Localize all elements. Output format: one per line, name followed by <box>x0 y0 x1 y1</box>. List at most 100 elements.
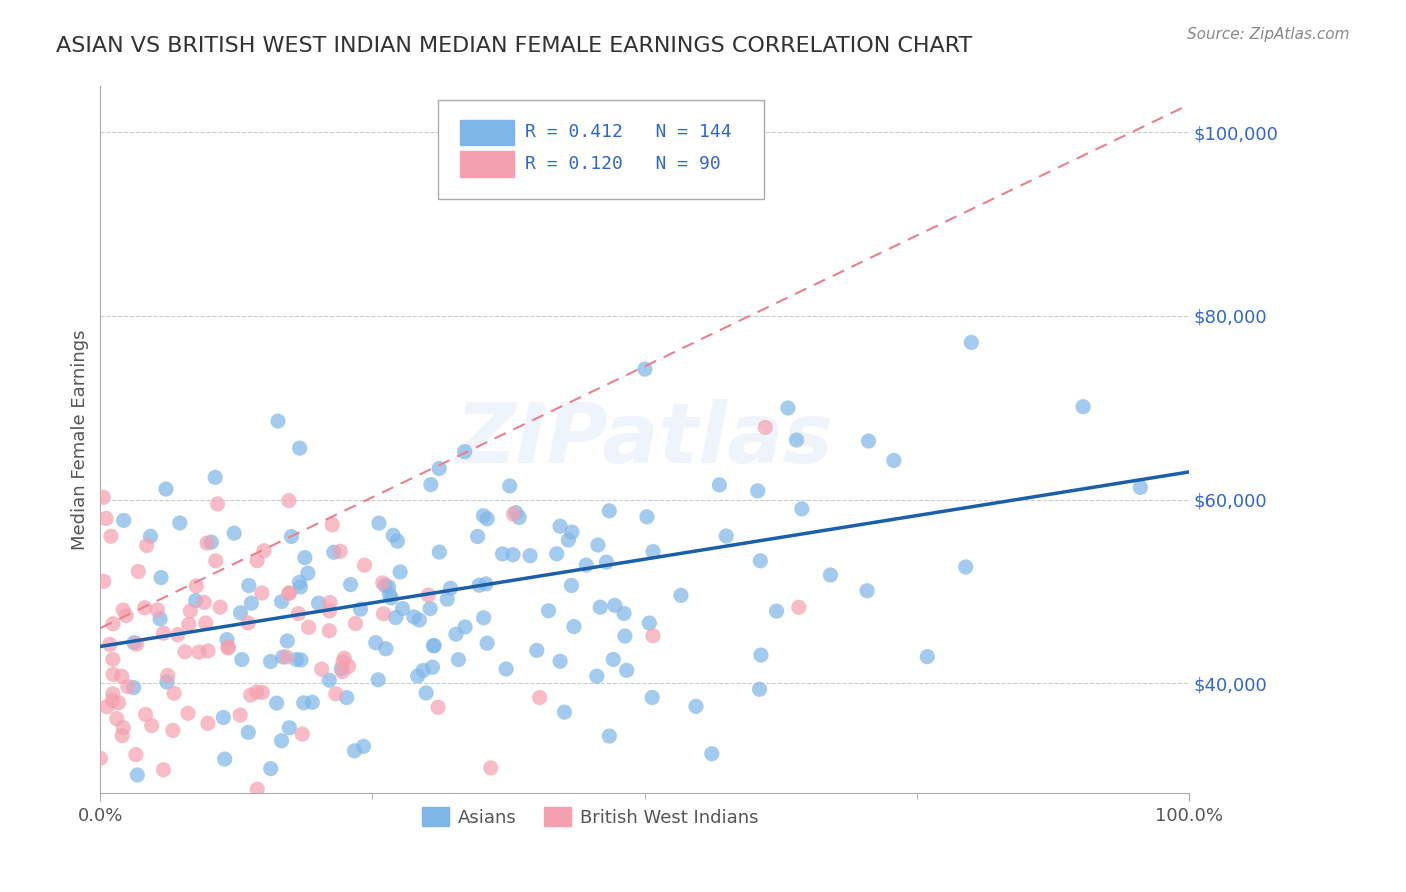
British West Indians <box>195 536 218 550</box>
Asians <box>224 526 246 541</box>
British West Indians <box>96 699 118 714</box>
Asians <box>491 547 513 561</box>
British West Indians <box>529 690 551 705</box>
Asians <box>367 673 389 687</box>
British West Indians <box>179 604 201 618</box>
Asians <box>548 519 571 533</box>
British West Indians <box>125 637 148 651</box>
Asians <box>749 554 772 568</box>
Asians <box>589 600 612 615</box>
Asians <box>453 444 475 458</box>
Asians <box>427 461 450 475</box>
Asians <box>200 535 222 549</box>
Asians <box>122 681 145 695</box>
Asians <box>602 652 624 666</box>
Asians <box>382 528 405 542</box>
Asians <box>278 721 301 735</box>
British West Indians <box>156 668 179 682</box>
Asians <box>641 544 664 558</box>
Asians <box>749 648 772 662</box>
British West Indians <box>344 616 367 631</box>
British West Indians <box>318 604 340 618</box>
Asians <box>280 529 302 543</box>
Asians <box>231 652 253 666</box>
British West Indians <box>250 586 273 600</box>
Asians <box>955 560 977 574</box>
Asians <box>716 529 738 543</box>
British West Indians <box>98 637 121 651</box>
British West Indians <box>125 747 148 762</box>
Asians <box>184 593 207 607</box>
Asians <box>204 470 226 484</box>
British West Indians <box>105 712 128 726</box>
Asians <box>377 580 399 594</box>
Text: R = 0.412   N = 144: R = 0.412 N = 144 <box>524 123 731 141</box>
British West Indians <box>93 574 115 589</box>
British West Indians <box>332 655 354 669</box>
British West Indians <box>277 493 299 508</box>
British West Indians <box>112 603 135 617</box>
Asians <box>960 335 983 350</box>
British West Indians <box>246 554 269 568</box>
Asians <box>616 663 638 677</box>
British West Indians <box>101 687 124 701</box>
Asians <box>294 550 316 565</box>
British West Indians <box>291 727 314 741</box>
Asians <box>214 752 236 766</box>
Asians <box>548 654 571 668</box>
British West Indians <box>276 650 298 665</box>
British West Indians <box>197 644 219 658</box>
British West Indians <box>236 615 259 630</box>
Asians <box>669 588 692 602</box>
Asians <box>505 506 527 520</box>
Asians <box>519 549 541 563</box>
Bar <box>460 152 515 177</box>
Asians <box>560 578 582 592</box>
British West Indians <box>252 685 274 699</box>
British West Indians <box>100 529 122 543</box>
British West Indians <box>94 511 117 525</box>
Asians <box>290 653 312 667</box>
Asians <box>598 729 620 743</box>
Asians <box>408 613 430 627</box>
British West Indians <box>111 729 134 743</box>
Asians <box>436 592 458 607</box>
Asians <box>149 612 172 626</box>
Asians <box>747 483 769 498</box>
Asians <box>1071 400 1094 414</box>
British West Indians <box>217 640 239 655</box>
Asians <box>308 596 330 610</box>
Asians <box>415 686 437 700</box>
British West Indians <box>107 696 129 710</box>
Asians <box>561 525 583 540</box>
Asians <box>856 583 879 598</box>
British West Indians <box>329 544 352 558</box>
Text: ASIAN VS BRITISH WEST INDIAN MEDIAN FEMALE EARNINGS CORRELATION CHART: ASIAN VS BRITISH WEST INDIAN MEDIAN FEMA… <box>56 36 973 55</box>
British West Indians <box>194 615 217 630</box>
British West Indians <box>337 659 360 673</box>
Asians <box>387 534 409 549</box>
Asians <box>634 362 657 376</box>
British West Indians <box>89 751 111 765</box>
Asians <box>240 596 263 610</box>
Asians <box>266 696 288 710</box>
Asians <box>270 733 292 747</box>
British West Indians <box>318 624 340 638</box>
Asians <box>378 588 401 602</box>
Asians <box>422 660 444 674</box>
Asians <box>276 634 298 648</box>
British West Indians <box>101 693 124 707</box>
British West Indians <box>177 706 200 721</box>
British West Indians <box>135 539 157 553</box>
British West Indians <box>174 645 197 659</box>
Asians <box>427 545 450 559</box>
Asians <box>603 599 626 613</box>
Asians <box>858 434 880 448</box>
Asians <box>709 478 731 492</box>
British West Indians <box>246 782 269 797</box>
Bar <box>460 120 515 145</box>
Asians <box>238 578 260 592</box>
Asians <box>477 512 499 526</box>
Asians <box>215 632 238 647</box>
British West Indians <box>177 617 200 632</box>
